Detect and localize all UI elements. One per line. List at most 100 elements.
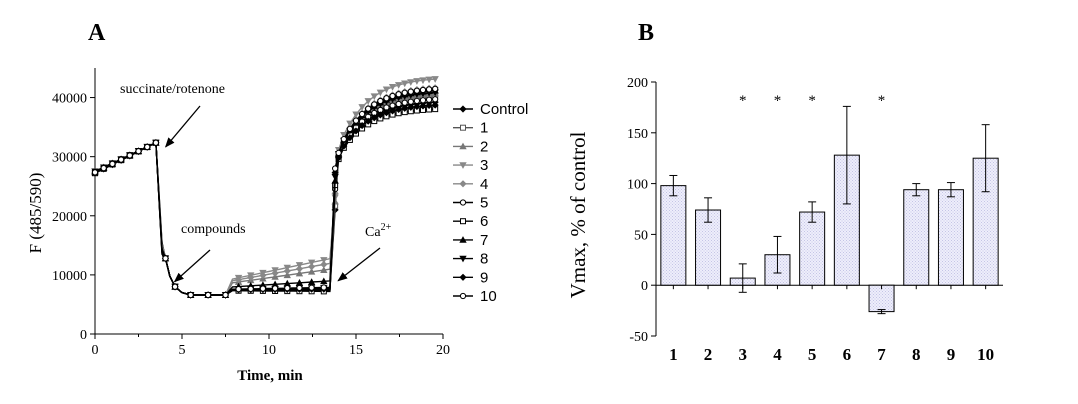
significance-star: *: [774, 93, 782, 109]
data-point: [308, 263, 316, 271]
panel-b-x-tick-label: 3: [739, 345, 748, 364]
panel-letter-b: B: [638, 20, 654, 46]
series-9: [91, 101, 439, 299]
bar-1: [660, 185, 687, 286]
panel-b-y-tick-label: 50: [634, 228, 648, 243]
data-point: [388, 84, 397, 91]
legend-item-7: 7: [453, 232, 488, 249]
data-point: [432, 96, 439, 103]
data-point: [407, 103, 415, 111]
data-point: [407, 98, 414, 105]
data-point: [346, 120, 354, 128]
data-point: [460, 218, 466, 225]
data-point: [259, 285, 267, 292]
annotation-arrow: [337, 247, 381, 282]
panel-b-x-tick-label: 4: [773, 345, 782, 364]
panel-a-x-tick-label: 10: [262, 343, 276, 358]
data-point: [358, 104, 366, 111]
legend-item-8: 8: [453, 251, 488, 268]
legend-label: 6: [480, 213, 488, 230]
data-point: [401, 80, 409, 88]
data-point: [296, 284, 303, 292]
legend-item-1: 1: [453, 120, 488, 137]
significance-star: *: [739, 93, 747, 109]
panel-b-x-tick-label: 7: [877, 345, 886, 364]
data-point: [394, 82, 403, 89]
data-point: [352, 111, 360, 119]
data-point: [419, 77, 427, 85]
panel-b-x-tick-label: 5: [808, 345, 817, 364]
legend-label: 2: [480, 138, 488, 155]
legend-item-control: Control: [453, 101, 528, 118]
data-point: [413, 102, 421, 111]
data-point: [459, 199, 467, 206]
data-point: [459, 236, 467, 243]
panel-b-y-tick-label: 0: [641, 279, 648, 294]
data-point: [407, 79, 415, 86]
panel-a-x-tick-label: 15: [349, 343, 363, 358]
panel-b-y-tick-label: 150: [627, 127, 648, 142]
data-point: [144, 143, 151, 151]
data-point: [320, 277, 328, 285]
legend-label: 10: [480, 288, 497, 305]
panel-a-y-tick-label: 20000: [52, 210, 87, 225]
data-point: [187, 291, 194, 299]
data-point: [235, 286, 242, 293]
data-point: [401, 99, 408, 106]
legend-item-4: 4: [453, 176, 488, 193]
data-point: [419, 97, 427, 104]
panel-b-x-tick-label: 2: [704, 345, 713, 364]
data-point: [382, 86, 391, 94]
panel-a-x-axis-label: Time, min: [237, 368, 303, 384]
data-point: [395, 105, 403, 113]
data-point: [346, 125, 354, 132]
data-point: [205, 291, 212, 299]
data-point: [320, 257, 328, 264]
series-2: [91, 89, 439, 298]
data-point: [295, 265, 304, 273]
data-point: [431, 76, 439, 83]
data-point: [320, 284, 327, 291]
data-point: [307, 259, 316, 267]
data-point: [352, 127, 360, 135]
data-point: [109, 160, 116, 167]
panel-b-bars: 1 2 3*4*5*6 7*8 9 10: [660, 93, 999, 364]
legend-label: 7: [480, 232, 488, 249]
legend-item-5: 5: [453, 195, 488, 212]
legend-item-10: 10: [453, 288, 497, 305]
series-8: [91, 89, 439, 299]
series-line: [94, 91, 436, 296]
data-point: [162, 255, 169, 262]
bar-group-9: 9: [937, 182, 964, 364]
data-point: [459, 180, 467, 188]
data-point: [407, 88, 414, 95]
annotation-succinate-rotenone: succinate/rotenone: [120, 82, 225, 97]
data-point: [376, 89, 385, 97]
legend-item-3: 3: [453, 157, 488, 174]
panel-b-y-tick-label: 200: [627, 76, 648, 91]
data-point: [460, 124, 466, 131]
data-point: [371, 101, 378, 108]
data-point: [401, 104, 409, 112]
panel-a-x-tick-label: 0: [92, 343, 99, 358]
legend-label: 8: [480, 251, 488, 268]
significance-star: *: [808, 93, 816, 109]
legend-item-2: 2: [453, 138, 488, 155]
series-1: [92, 93, 439, 298]
data-point: [307, 278, 316, 285]
bar-group-8: 8: [903, 183, 930, 364]
significance-star: *: [878, 93, 886, 109]
panel-b-y-axis-label: Vmax, % of control: [566, 131, 590, 298]
annotation-superscript: 2+: [381, 222, 392, 233]
data-point: [389, 92, 396, 100]
series-line: [94, 101, 436, 296]
panel-a-y-tick-label: 10000: [52, 269, 87, 284]
data-point: [100, 165, 107, 172]
panel-b-x-tick-label: 9: [947, 345, 956, 364]
data-point: [283, 271, 291, 279]
bar-9: [937, 189, 964, 286]
data-point: [91, 169, 99, 176]
data-point: [332, 165, 339, 172]
